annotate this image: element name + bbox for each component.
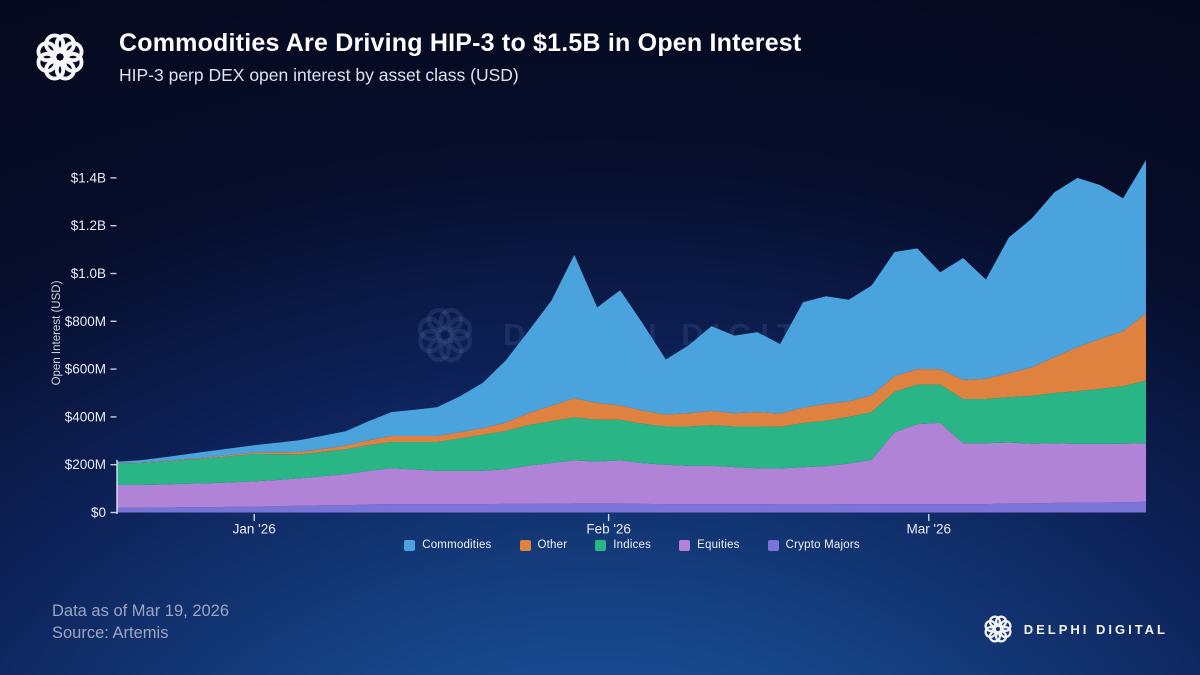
legend-swatch-commodities <box>404 539 416 551</box>
page-title: Commodities Are Driving HIP-3 to $1.5B i… <box>119 29 802 57</box>
legend-item-indices: Indices <box>595 539 651 551</box>
page-subtitle: HIP-3 perp DEX open interest by asset cl… <box>119 65 519 85</box>
y-tick-label: $0 <box>91 505 106 520</box>
x-tick-label: Feb '26 <box>586 522 631 537</box>
source-text: Source: Artemis <box>52 624 169 642</box>
area-indices <box>117 380 1146 485</box>
y-tick-label: $800M <box>65 314 106 329</box>
x-tick-label: Mar '26 <box>906 522 951 537</box>
legend-swatch-crypto-majors <box>767 539 779 551</box>
y-tick-label: $1.0B <box>71 266 106 281</box>
legend-swatch-equities <box>679 539 691 551</box>
legend-item-commodities: Commodities <box>404 539 491 551</box>
area-crypto-majors <box>117 501 1146 513</box>
legend-label: Crypto Majors <box>785 539 860 551</box>
chart-legend: Commodities Other Indices Equities Crypto Ma… <box>0 539 1200 551</box>
area-equities <box>117 422 1146 508</box>
legend-label: Indices <box>613 539 652 551</box>
y-tick-label: $1.2B <box>71 218 106 233</box>
y-axis-title: Open Interest (USD) <box>51 280 63 385</box>
footer-notes: Data as of Mar 19, 2026 Source: Artemis <box>52 600 229 644</box>
legend-swatch-other <box>519 539 531 551</box>
x-tick-label: Jan '26 <box>233 522 276 537</box>
y-tick-label: $400M <box>65 409 106 424</box>
legend-label: Commodities <box>422 539 492 551</box>
y-tick-label: $600M <box>65 362 106 377</box>
legend-item-crypto-majors: Crypto Majors <box>767 539 860 551</box>
legend-label: Other <box>537 539 568 551</box>
legend-item-equities: Equities <box>679 539 740 551</box>
footer-brand: DELPHI DIGITAL <box>983 614 1168 644</box>
header: Commodities Are Driving HIP-3 to $1.5B i… <box>34 28 801 86</box>
data-as-of-text: Data as of Mar 19, 2026 <box>52 602 230 620</box>
y-tick-label: $1.4B <box>71 170 106 185</box>
legend-label: Equities <box>697 539 740 551</box>
brand-wordmark: DELPHI DIGITAL <box>1023 621 1168 637</box>
header-text: Commodities Are Driving HIP-3 to $1.5B i… <box>119 28 801 86</box>
delphi-knot-logo-icon <box>34 31 86 83</box>
delphi-footer-knot-icon <box>983 614 1013 644</box>
area-commodities <box>117 160 1146 463</box>
legend-swatch-indices <box>595 539 607 551</box>
y-tick-label: $200M <box>65 457 106 472</box>
legend-item-other: Other <box>519 539 568 551</box>
